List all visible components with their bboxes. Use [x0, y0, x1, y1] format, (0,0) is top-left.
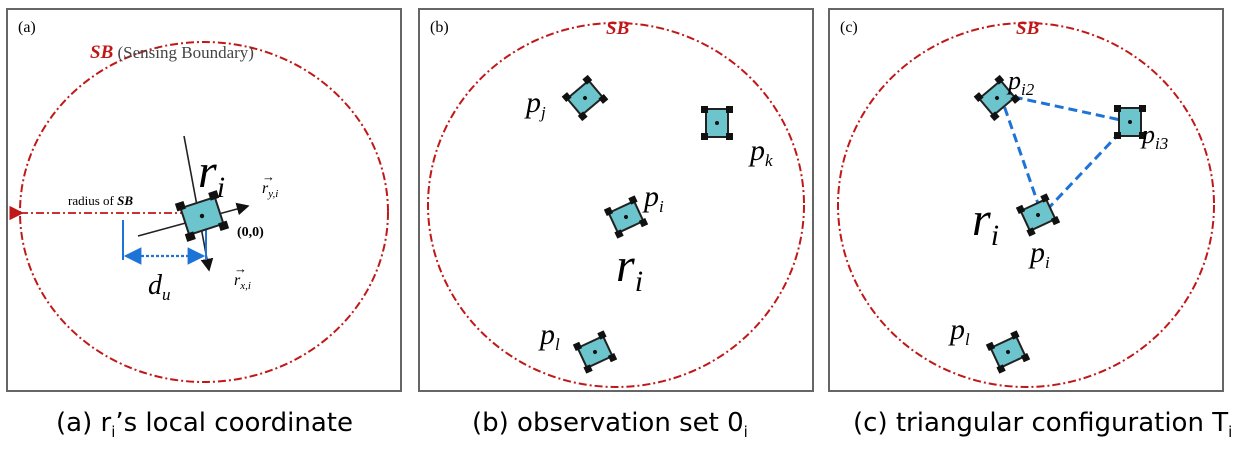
mobile-robot-icon: [1114, 105, 1146, 139]
caption-a-post: ’s local coordinate: [115, 408, 353, 438]
label-pi-p: p: [1030, 236, 1045, 269]
origin-label: (0,0): [237, 225, 264, 240]
robot-label-r: r: [616, 239, 635, 292]
label-pi3-p: p: [1142, 120, 1155, 149]
mobile-robot-icon: [985, 330, 1031, 374]
caption-c-pre: (c) triangular configuration T: [853, 408, 1229, 438]
label-pi2-sub: i2: [1021, 80, 1035, 99]
label-pk: pk: [750, 134, 773, 170]
triangle-edge-top: [999, 92, 1131, 124]
panel-c-tag: (c): [840, 19, 858, 36]
panel-a-tag: (a): [18, 19, 36, 36]
label-pl-sub: l: [965, 330, 970, 349]
label-pl-p: p: [540, 318, 555, 351]
label-pl-p: p: [950, 313, 965, 346]
distance-sub: u: [162, 285, 171, 304]
mobile-robot-icon: [701, 106, 733, 140]
distance-d: d: [148, 270, 162, 301]
caption-b-sub: i: [743, 423, 748, 442]
label-pj-sub: j: [541, 103, 546, 122]
caption-c: (c) triangular configuration Ti: [853, 410, 1232, 440]
vector-x-sub: x,i: [240, 280, 251, 293]
label-pi3-sub: i3: [1155, 134, 1169, 153]
mobile-robot-icon: [1015, 193, 1061, 237]
panel-b-tag: (b): [430, 19, 449, 36]
mobile-robot-icon: [174, 190, 230, 242]
caption-a: (a) ri’s local coordinate: [56, 410, 353, 440]
robot-label-r: r: [972, 193, 991, 246]
label-pl: pl: [540, 318, 560, 354]
triangle-edge-left: [998, 93, 1044, 216]
panel-b: (b) SB pj pk pi ri pl: [418, 8, 814, 392]
sb-abbr: SB: [606, 18, 630, 39]
label-pi: pi: [1030, 236, 1050, 272]
caption-b: (b) observation set 0i: [472, 410, 748, 440]
robot-label-sub: i: [634, 265, 644, 298]
sensing-boundary-label: SB (Sensing Boundary): [90, 43, 254, 62]
robot-label-ri: ri: [972, 196, 999, 251]
label-pk-sub: k: [765, 151, 773, 170]
panel-a-drawing: [9, 41, 389, 383]
vector-y-sub: y,i: [268, 188, 279, 201]
label-pi-sub: i: [1045, 253, 1050, 272]
label-pl: pl: [950, 313, 970, 349]
mobile-robot-icon: [572, 330, 618, 374]
label-pi2-p: p: [1008, 66, 1021, 95]
caption-a-sub: i: [111, 423, 116, 442]
label-pi3: pi3: [1142, 120, 1169, 153]
sb-abbr: SB: [90, 42, 114, 63]
label-pi2: pi2: [1008, 66, 1035, 99]
distance-label: du: [148, 270, 171, 304]
caption-a-pre: (a) r: [56, 408, 112, 438]
mobile-robot-icon: [603, 195, 649, 239]
caption-b-pre: (b) observation set 0: [472, 408, 744, 438]
radius-label: radius of SB: [68, 194, 133, 207]
sensing-boundary: [427, 22, 805, 388]
label-pl-sub: l: [555, 335, 560, 354]
vector-x-label: → rx,i: [234, 261, 251, 293]
panel-b-drawing: [427, 22, 805, 388]
robot-label-r: r: [198, 145, 217, 198]
vector-y-label: → ry,i: [262, 169, 279, 201]
label-pi-sub: i: [659, 197, 664, 216]
panel-a: (a) SB (Sensing Boundary) ri → ry,i → rx,i…: [6, 8, 402, 392]
robot-label-sub: i: [990, 219, 1000, 252]
sb-abbr: SB: [1016, 18, 1040, 39]
robot-label-ri: ri: [198, 148, 225, 203]
label-pj: pj: [526, 86, 546, 122]
robot-label-ri: ri: [616, 242, 643, 297]
sensing-boundary: [837, 22, 1215, 388]
sb-full: (Sensing Boundary): [117, 43, 254, 62]
mobile-robot-icon: [973, 74, 1021, 122]
label-pi-p: p: [644, 180, 659, 213]
label-pj-p: p: [526, 86, 541, 119]
robot-label-sub: i: [216, 171, 226, 204]
panel-c: (c) SB pi2 pi3 ri pi pl: [828, 8, 1224, 392]
mobile-robot-icon: [561, 74, 609, 122]
radius-sb: SB: [117, 193, 134, 208]
panel-c-drawing: [837, 22, 1215, 388]
radius-text: radius of: [68, 193, 118, 208]
label-pk-p: p: [750, 134, 765, 167]
caption-c-sub: i: [1228, 423, 1233, 442]
vector-x-r: r: [234, 272, 241, 289]
label-pi: pi: [644, 180, 664, 216]
vector-y-r: r: [262, 180, 269, 197]
